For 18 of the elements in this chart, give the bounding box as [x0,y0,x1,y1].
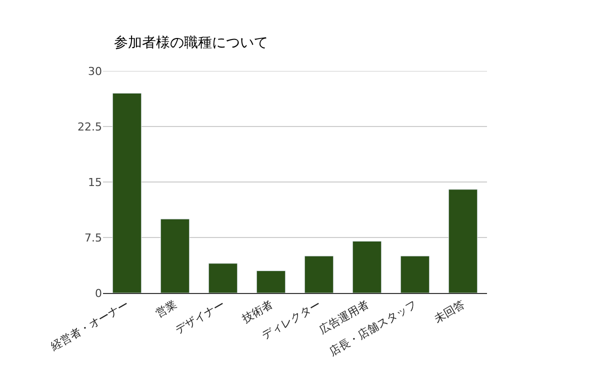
bar [112,92,142,293]
chart-title: 参加者様の職種について [114,34,268,51]
bar [448,189,478,293]
bar [256,270,286,293]
x-tick-label: 営業 [154,298,180,320]
y-tick-label: 7.5 [84,231,102,244]
bar [352,240,382,293]
y-tick-label: 22.5 [78,120,102,134]
bar [400,256,430,293]
y-tick-label: 15 [88,176,102,189]
bar [160,218,190,293]
x-tick-label: 技術者 [239,298,276,326]
x-tick-label: 経営者・オーナー [48,298,132,354]
y-tick-label: 30 [88,64,102,78]
bar [208,263,238,293]
x-tick-label: 未回答 [432,298,468,326]
bar [304,256,334,293]
y-tick-label: 0 [95,286,102,300]
